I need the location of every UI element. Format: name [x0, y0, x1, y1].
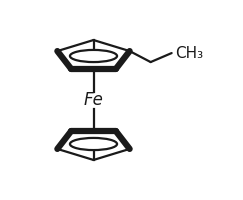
Text: Fe: Fe	[84, 91, 104, 109]
Text: CH₃: CH₃	[175, 46, 203, 61]
